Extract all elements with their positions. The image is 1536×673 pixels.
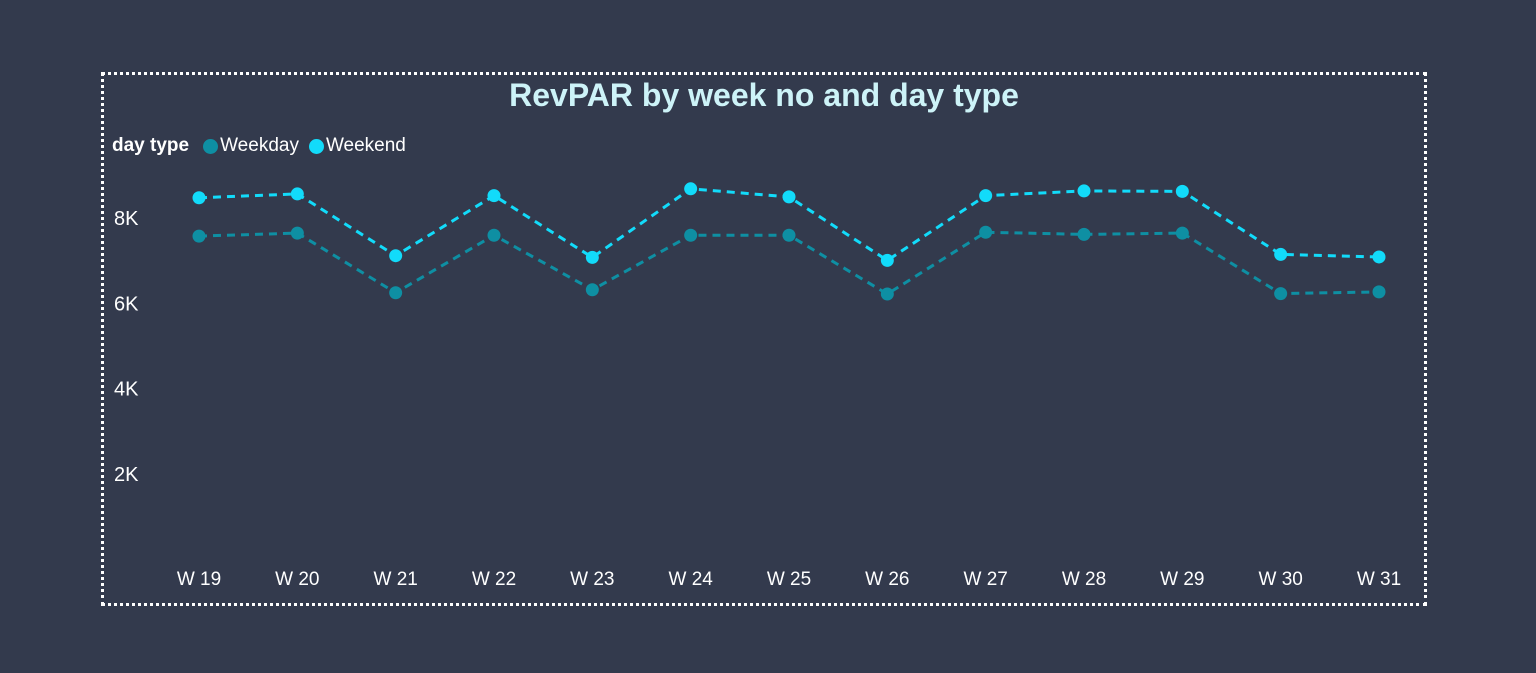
x-tick-label: W 26: [865, 569, 909, 590]
data-point-weekday: [290, 226, 304, 240]
data-point-weekday: [782, 228, 796, 242]
data-point-weekend: [1175, 184, 1189, 198]
data-point-weekend: [880, 253, 894, 267]
x-tick-label: W 29: [1160, 569, 1204, 590]
legend-item-weekday[interactable]: Weekday: [203, 135, 299, 157]
data-point-weekend: [487, 189, 501, 203]
legend-title: day type: [112, 135, 190, 156]
data-point-weekend: [1077, 184, 1091, 198]
data-point-weekday: [979, 225, 993, 239]
y-tick-label: 6K: [114, 293, 139, 315]
x-tick-label: W 23: [570, 569, 614, 590]
data-point-weekday: [487, 228, 501, 242]
data-point-weekday: [1372, 285, 1386, 299]
x-tick-label: W 28: [1062, 569, 1106, 590]
data-point-weekday: [1077, 227, 1091, 241]
x-tick-label: W 19: [177, 569, 221, 590]
legend-item-weekend[interactable]: Weekend: [308, 135, 406, 157]
data-point-weekend: [290, 187, 304, 201]
x-tick-label: W 20: [275, 569, 319, 590]
data-point-weekend: [389, 249, 403, 263]
data-point-weekday: [389, 286, 403, 300]
y-tick-label: 8K: [114, 208, 139, 230]
chart-frame: RevPAR by week no and day type day type …: [101, 72, 1427, 606]
data-point-weekend: [1372, 250, 1386, 264]
data-point-weekend: [979, 189, 993, 203]
x-tick-label: W 24: [668, 569, 713, 590]
y-tick-label: 4K: [114, 379, 139, 401]
legend-label-weekend: Weekend: [325, 135, 406, 156]
data-point-weekend: [192, 191, 206, 205]
data-point-weekday: [1175, 226, 1189, 240]
chart-title: RevPAR by week no and day type: [509, 77, 1019, 113]
data-point-weekday: [880, 287, 894, 301]
legend-marker-weekday: [203, 138, 219, 154]
x-tick-label: W 27: [963, 569, 1007, 590]
data-point-weekend: [585, 250, 599, 264]
y-tick-label: 2K: [114, 464, 139, 486]
data-point-weekday: [585, 283, 599, 297]
line-chart: 2K 4K 6K 8K W 19 W 20 W 21 W 22 W 23 W 24 W 25 W 26…: [114, 182, 1401, 590]
x-tick-label: W 21: [373, 569, 417, 590]
data-point-weekday: [1274, 287, 1288, 301]
data-point-weekend: [684, 182, 698, 196]
x-tick-label: W 30: [1258, 569, 1302, 590]
legend: day type Weekday Weekend: [112, 135, 416, 157]
x-tick-label: W 31: [1357, 569, 1401, 590]
x-tick-label: W 25: [767, 569, 811, 590]
data-point-weekday: [192, 229, 206, 243]
legend-marker-weekend: [308, 138, 324, 154]
legend-label-weekday: Weekday: [220, 135, 299, 156]
data-point-weekend: [782, 190, 796, 204]
data-point-weekend: [1274, 247, 1288, 261]
data-point-weekday: [684, 228, 698, 242]
x-tick-label: W 22: [472, 569, 516, 590]
